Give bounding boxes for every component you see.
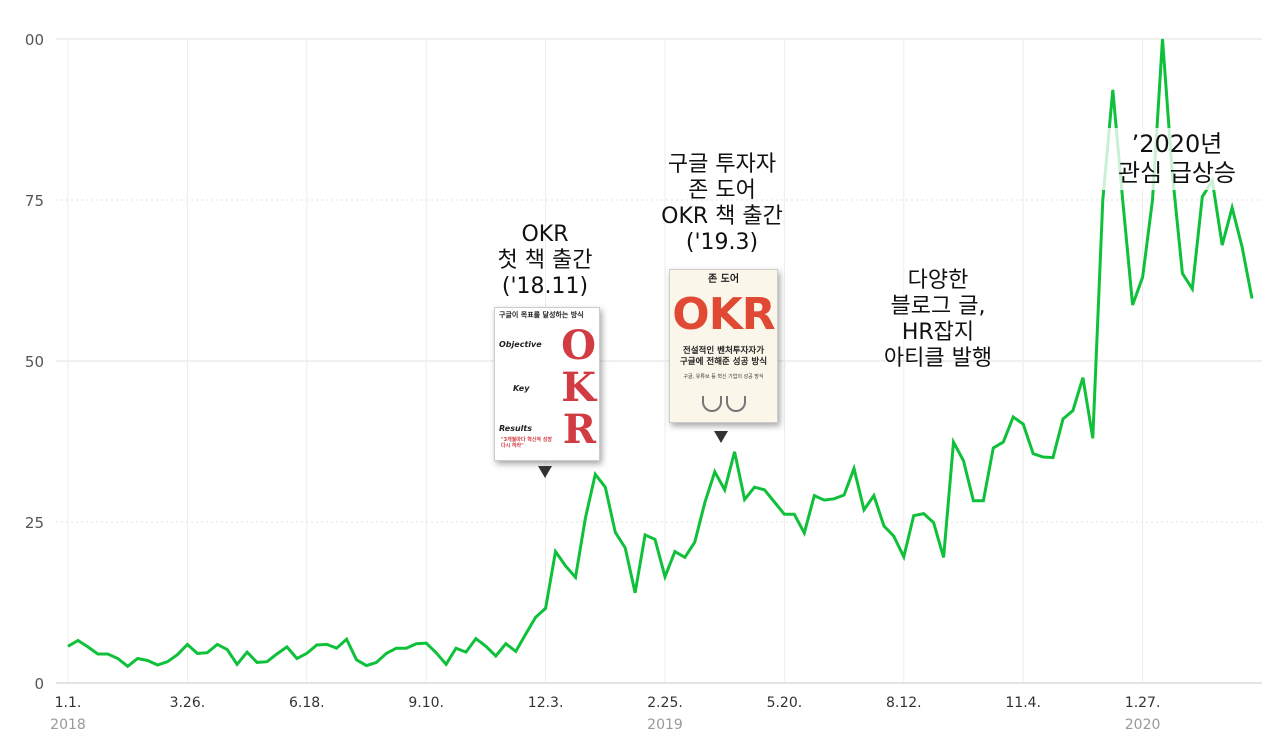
marker-arrow-icon	[538, 466, 552, 478]
x-tick-label: 12.3.	[528, 695, 564, 711]
book1-letter-k: K	[561, 364, 596, 411]
x-tick-label: 3.26.	[170, 695, 206, 711]
okr-book-cover-1: 구글이 목표를 달성하는 방식 Objective Key Results O …	[494, 307, 600, 461]
marker-arrow-icon	[714, 431, 728, 443]
trend-line	[67, 38, 1254, 669]
book1-quote: "3개월마다 혁신적 성장 다시 하라"	[501, 437, 552, 449]
y-tick-label: 50	[25, 353, 44, 371]
x-tick-label: 2.25.	[647, 695, 683, 711]
y-tick-label: 25	[25, 514, 44, 532]
book2-title: OKR	[672, 289, 775, 340]
book1-letter-o: O	[561, 322, 596, 369]
x-tick-label: 1.27.	[1125, 695, 1161, 711]
x-tick-label: 5.20.	[767, 695, 803, 711]
book2-author: 존 도어	[707, 274, 740, 285]
annotation-first-book: OKR 첫 책 출간 ('18.11)	[497, 222, 593, 299]
laurel-icon	[726, 396, 746, 412]
book1-word-key: Key	[513, 384, 530, 393]
book1-tagline: 구글이 목표를 달성하는 방식	[499, 311, 584, 319]
x-tick-label: 1.1.	[55, 695, 82, 711]
book2-small-text: 구글, 유튜브 등 혁신 기업의 성공 방식	[683, 374, 764, 380]
book1-word-objective: Objective	[499, 340, 542, 349]
x-year-label: 2020	[1125, 717, 1161, 733]
laurel-icon	[702, 396, 722, 412]
y-tick-label: 75	[25, 192, 44, 210]
x-year-label: 2018	[50, 717, 86, 733]
book1-word-results: Results	[499, 424, 532, 433]
annotation-blogs: 다양한 블로그 글, HR잡지 아티클 발행	[883, 268, 993, 371]
y-tick-label: 0	[34, 675, 44, 693]
x-tick-label: 6.18.	[289, 695, 325, 711]
annotation-2020-surge: ’2020년 관심 급상승	[1098, 128, 1256, 190]
okr-book-cover-2: 존 도어 OKR 전설적인 벤처투자자가 구글에 전해준 성공 방식 구글, 유…	[669, 269, 778, 423]
book2-subtitle: 전설적인 벤처투자자가 구글에 전해준 성공 방식	[679, 346, 768, 367]
x-tick-label: 11.4.	[1005, 695, 1041, 711]
x-tick-label: 9.10.	[408, 695, 444, 711]
book1-letter-r: R	[562, 406, 596, 453]
y-tick-label: 00	[25, 31, 44, 49]
annotation-doerr-book: 구글 투자자 존 도어 OKR 책 출간 ('19.3)	[661, 152, 783, 255]
x-year-label: 2019	[647, 717, 683, 733]
x-tick-label: 8.12.	[886, 695, 922, 711]
